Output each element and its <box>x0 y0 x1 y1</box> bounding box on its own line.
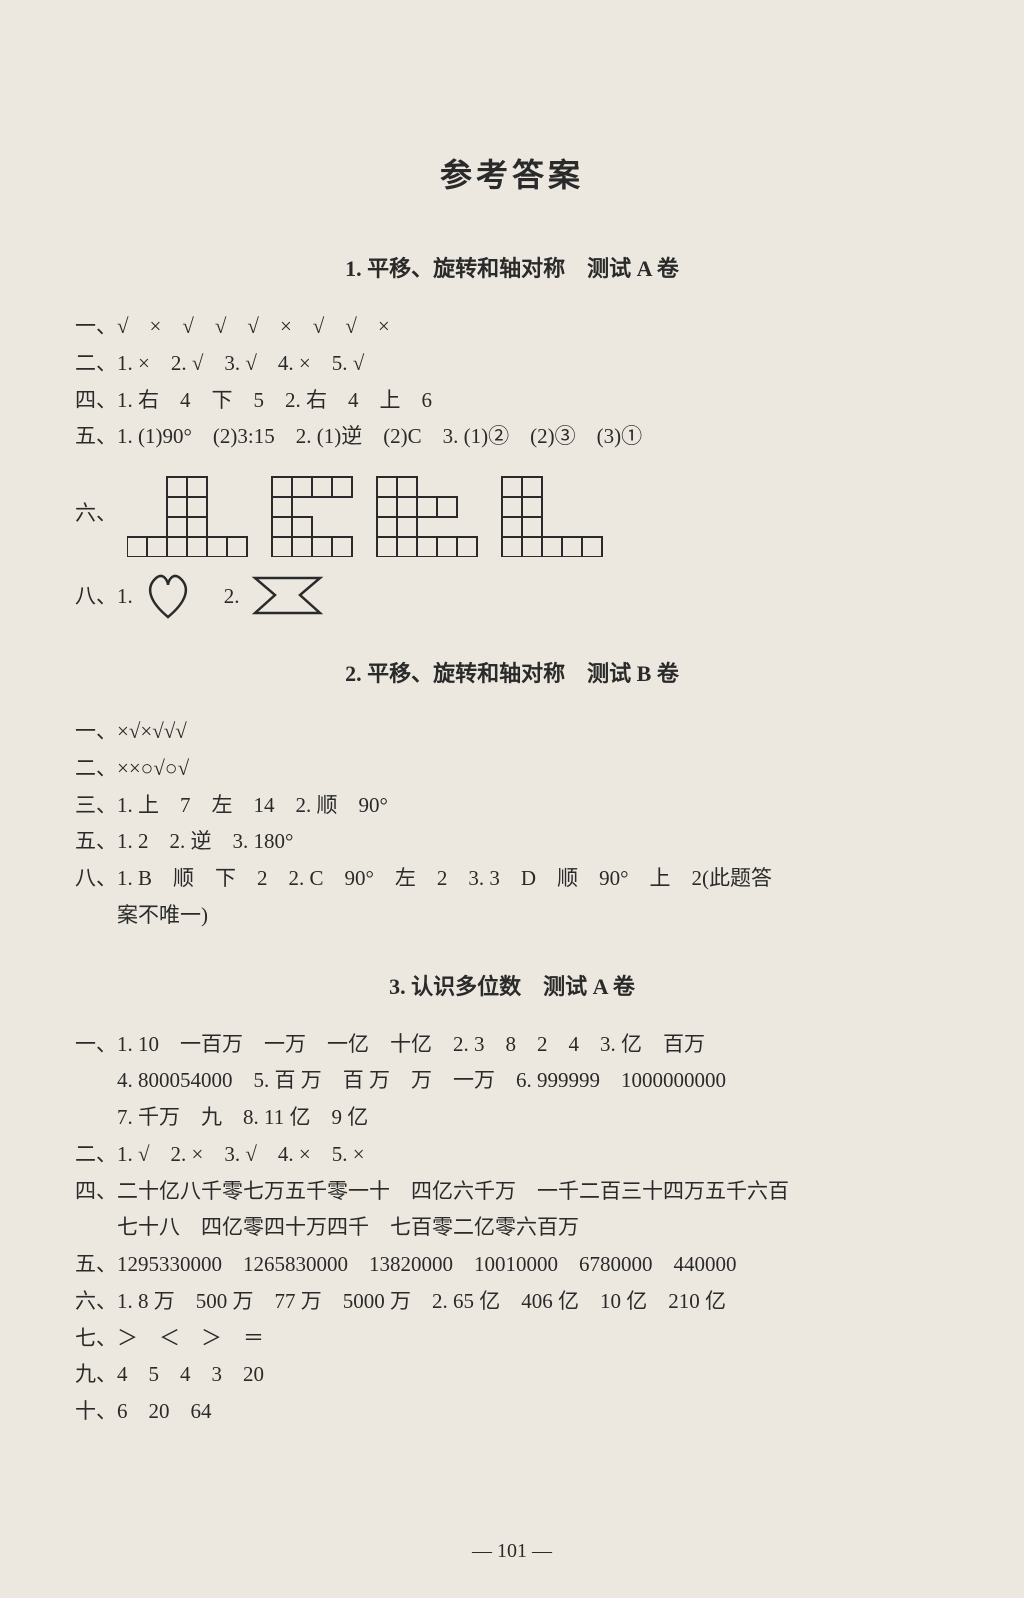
s1-row8: 八、1. 2. <box>75 569 949 621</box>
s3-line-3: 7. 千万 九 8. 11 亿 9 亿 <box>75 1099 949 1136</box>
s2-line-3: 三、1. 上 7 左 14 2. 顺 90° <box>75 787 949 824</box>
s1-line-1: 一、√ × √ √ √ × √ √ × <box>75 308 949 345</box>
s1-line-2: 二、1. × 2. √ 3. √ 4. × 5. √ <box>75 345 949 382</box>
s1-line-4: 五、1. (1)90° (2)3:15 2. (1)逆 (2)C 3. (1)②… <box>75 418 949 455</box>
s3-line-7: 五、1295330000 1265830000 13820000 1001000… <box>75 1246 949 1283</box>
s1-line-3: 四、1. 右 4 下 5 2. 右 4 上 6 <box>75 382 949 419</box>
s3-line-11: 十、6 20 64 <box>75 1393 949 1430</box>
heart-icon <box>143 569 193 621</box>
s2-line-1: 一、×√×√√√ <box>75 713 949 750</box>
s3-line-4: 二、1. √ 2. × 3. √ 4. × 5. × <box>75 1136 949 1173</box>
s3-line-6: 七十八 四亿零四十万四千 七百零二亿零六百万 <box>75 1209 949 1246</box>
s3-line-8: 六、1. 8 万 500 万 77 万 5000 万 2. 65 亿 406 亿… <box>75 1283 949 1320</box>
row8-label-1: 八、1. <box>75 580 133 610</box>
section1-heading: 1. 平移、旋转和轴对称 测试 A 卷 <box>75 251 949 283</box>
page-number: — 101 — <box>0 1540 1024 1563</box>
s3-line-5: 四、二十亿八千零七万五千零一十 四亿六千万 一千二百三十四万五千六百 <box>75 1173 949 1210</box>
grid-shapes <box>127 467 627 557</box>
arrow-shape-icon <box>250 573 330 618</box>
row8-label-2: 2. <box>203 580 240 610</box>
s2-line-5: 八、1. B 顺 下 2 2. C 90° 左 2 3. 3 D 顺 90° 上… <box>75 860 949 897</box>
s3-line-9: 七、＞ ＜ ＞ ＝ <box>75 1320 949 1357</box>
s3-line-1: 一、1. 10 一百万 一万 一亿 十亿 2. 3 8 2 4 3. 亿 百万 <box>75 1026 949 1063</box>
page-title: 参考答案 <box>75 150 949 196</box>
row6-label: 六、 <box>75 497 117 527</box>
s1-row6: 六、 <box>75 467 949 557</box>
s2-line-6: 案不唯一) <box>75 897 949 934</box>
s2-line-2: 二、××○√○√ <box>75 750 949 787</box>
s3-line-2: 4. 800054000 5. 百 万 百 万 万 一万 6. 999999 1… <box>75 1062 949 1099</box>
section2-heading: 2. 平移、旋转和轴对称 测试 B 卷 <box>75 656 949 688</box>
s2-line-4: 五、1. 2 2. 逆 3. 180° <box>75 823 949 860</box>
section3-heading: 3. 认识多位数 测试 A 卷 <box>75 969 949 1001</box>
s3-line-10: 九、4 5 4 3 20 <box>75 1356 949 1393</box>
